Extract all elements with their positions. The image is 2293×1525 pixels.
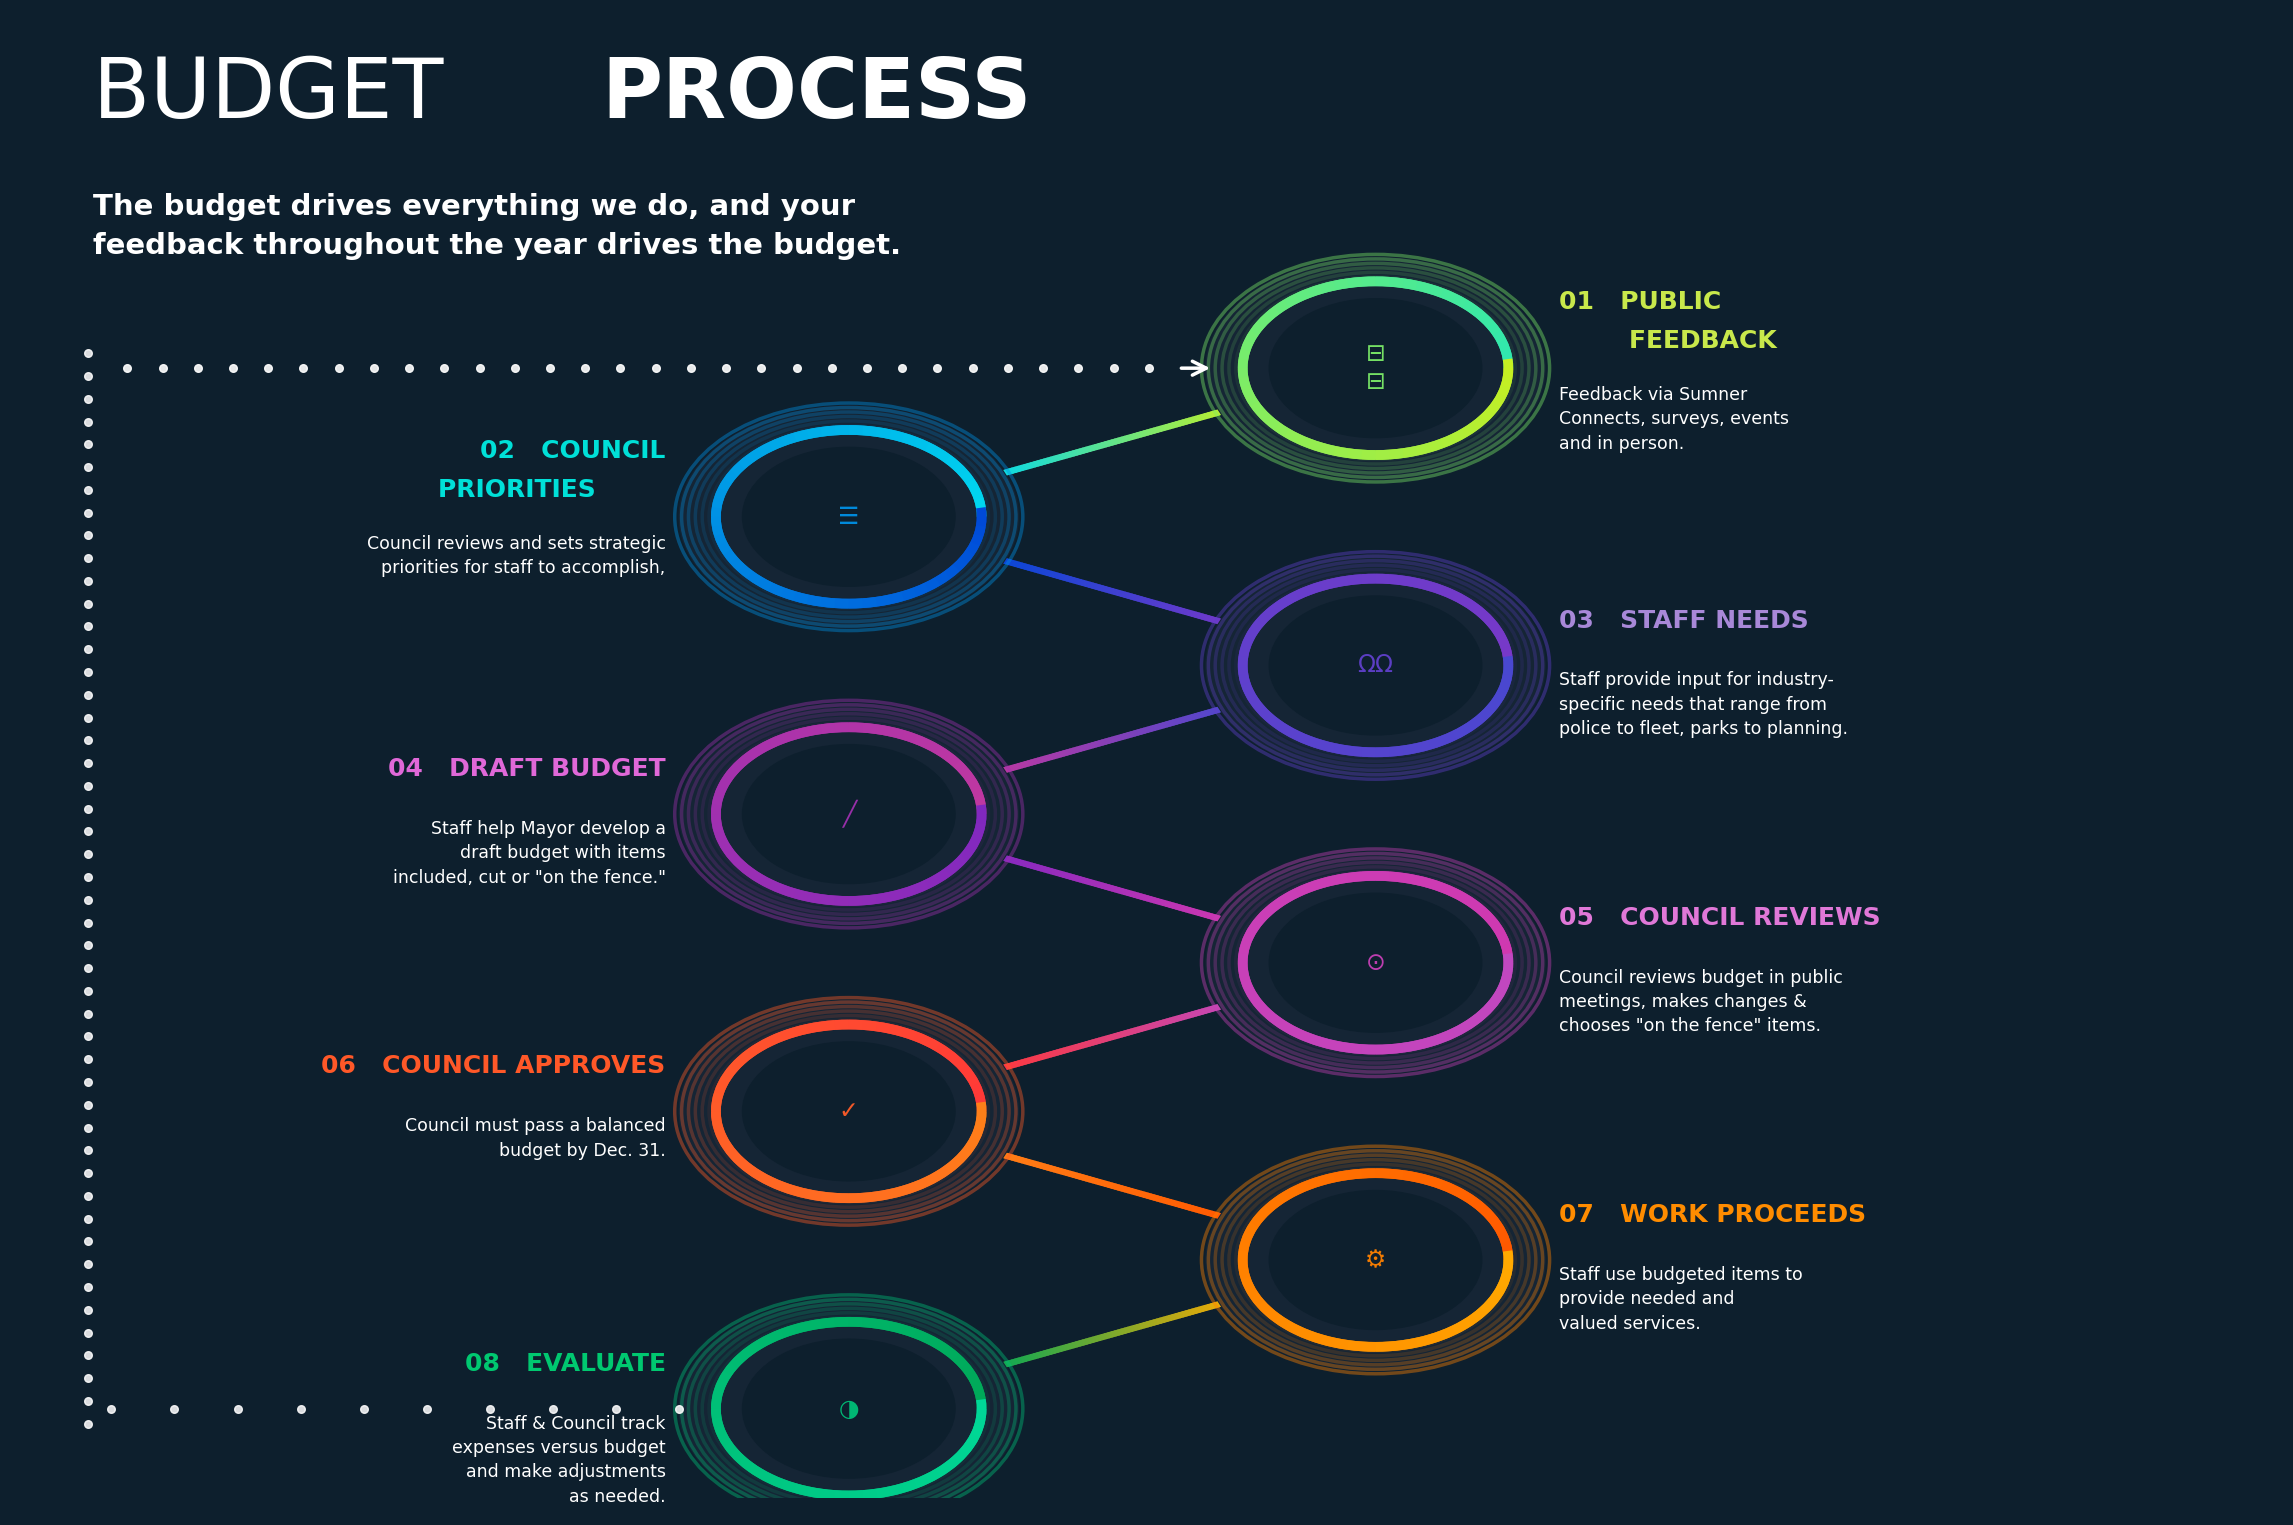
Circle shape xyxy=(1270,299,1481,438)
Text: PRIORITIES: PRIORITIES xyxy=(438,477,665,502)
Text: FEEDBACK: FEEDBACK xyxy=(1559,329,1777,354)
Circle shape xyxy=(679,703,1018,924)
Text: ◑: ◑ xyxy=(839,1397,860,1421)
Circle shape xyxy=(1206,1150,1545,1371)
Circle shape xyxy=(679,1298,1018,1519)
Circle shape xyxy=(1270,894,1481,1032)
Text: 06   COUNCIL APPROVES: 06 COUNCIL APPROVES xyxy=(321,1054,665,1078)
Text: ☰: ☰ xyxy=(839,505,860,529)
Text: ╱: ╱ xyxy=(842,801,855,828)
Text: PROCESS: PROCESS xyxy=(601,53,1032,134)
Text: Council reviews and sets strategic
priorities for staff to accomplish,: Council reviews and sets strategic prior… xyxy=(367,535,665,576)
Text: Staff & Council track
expenses versus budget
and make adjustments
as needed.: Staff & Council track expenses versus bu… xyxy=(452,1415,665,1505)
Circle shape xyxy=(1206,258,1545,479)
Text: BUDGET: BUDGET xyxy=(94,53,495,134)
Text: Council reviews budget in public
meetings, makes changes &
chooses "on the fence: Council reviews budget in public meeting… xyxy=(1559,968,1844,1035)
Circle shape xyxy=(743,447,956,586)
Text: ΩΩ: ΩΩ xyxy=(1357,653,1394,677)
Text: ⊙: ⊙ xyxy=(1367,950,1385,974)
Text: 02   COUNCIL: 02 COUNCIL xyxy=(479,439,665,464)
Text: ⊟
⊟: ⊟ ⊟ xyxy=(1367,342,1385,393)
Text: 05   COUNCIL REVIEWS: 05 COUNCIL REVIEWS xyxy=(1559,906,1880,930)
Circle shape xyxy=(1270,596,1481,735)
Text: Staff help Mayor develop a
draft budget with items
included, cut or "on the fenc: Staff help Mayor develop a draft budget … xyxy=(392,820,665,886)
Text: Staff use budgeted items to
provide needed and
valued services.: Staff use budgeted items to provide need… xyxy=(1559,1266,1802,1333)
Text: ✓: ✓ xyxy=(839,1100,858,1124)
Circle shape xyxy=(1206,852,1545,1074)
Text: Feedback via Sumner
Connects, surveys, events
and in person.: Feedback via Sumner Connects, surveys, e… xyxy=(1559,386,1789,453)
Text: 01   PUBLIC: 01 PUBLIC xyxy=(1559,290,1722,314)
Text: The budget drives everything we do, and your
feedback throughout the year drives: The budget drives everything we do, and … xyxy=(94,194,901,261)
Text: Council must pass a balanced
budget by Dec. 31.: Council must pass a balanced budget by D… xyxy=(406,1118,665,1159)
Circle shape xyxy=(1270,1191,1481,1330)
Circle shape xyxy=(743,744,956,883)
Text: Staff provide input for industry-
specific needs that range from
police to fleet: Staff provide input for industry- specif… xyxy=(1559,671,1848,738)
Text: 04   DRAFT BUDGET: 04 DRAFT BUDGET xyxy=(388,758,665,781)
Text: 03   STAFF NEEDS: 03 STAFF NEEDS xyxy=(1559,608,1809,633)
Text: 07   WORK PROCEEDS: 07 WORK PROCEEDS xyxy=(1559,1203,1867,1228)
Text: 08   EVALUATE: 08 EVALUATE xyxy=(465,1351,665,1376)
Circle shape xyxy=(1206,555,1545,776)
Circle shape xyxy=(743,1042,956,1180)
Text: ⚙: ⚙ xyxy=(1364,1247,1385,1272)
Circle shape xyxy=(679,1000,1018,1222)
Circle shape xyxy=(679,406,1018,628)
Circle shape xyxy=(743,1339,956,1478)
